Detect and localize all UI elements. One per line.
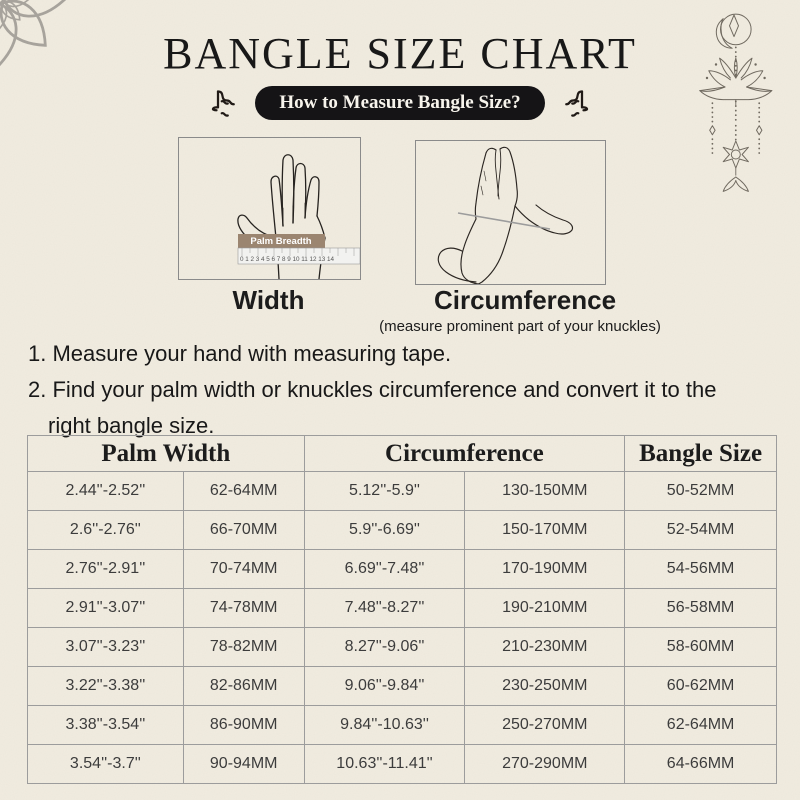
- svg-text:0 1 2 3 4 5 6 7 8 9: 0 1 2 3 4 5 6 7 8 9 10 11 12 13 14: [240, 256, 335, 263]
- svg-text:Palm Breadth: Palm Breadth: [250, 236, 311, 247]
